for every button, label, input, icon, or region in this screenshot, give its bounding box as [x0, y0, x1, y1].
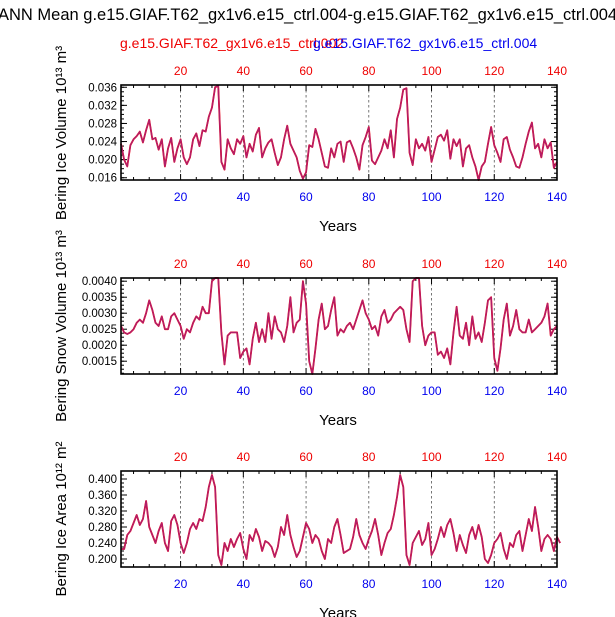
- chart3-top-tick-label-120: 120: [484, 450, 504, 464]
- chart3-y-axis-title: Bering Ice Area 10¹² m²: [53, 441, 70, 596]
- figure-title: ANN Mean g.e15.GIAF.T62_gx1v6.e15_ctrl.0…: [0, 6, 615, 24]
- chart3-top-tick-label-20: 20: [174, 450, 188, 464]
- chart2-y-tick-label-5: 0.0040: [82, 276, 117, 288]
- chart1-x-tick-label-100: 100: [422, 190, 442, 204]
- chart3-top-tick-label-100: 100: [422, 450, 442, 464]
- chart2-x-tick-label-140: 140: [547, 384, 567, 398]
- chart3-y-tick-label-0: 0.200: [88, 554, 117, 566]
- chart2-x-tick-label-20: 20: [174, 384, 188, 398]
- chart3-x-tick-label-140: 140: [547, 577, 567, 591]
- chart2-series-line-1: [120, 277, 558, 375]
- chart1-x-tick-label-140: 140: [547, 190, 567, 204]
- chart2-y-tick-label-1: 0.0020: [82, 340, 117, 352]
- chart3-top-tick-label-140: 140: [547, 450, 567, 464]
- chart1-y-tick-label-4: 0.032: [88, 100, 117, 112]
- chart3-series-line-2: [121, 474, 561, 566]
- chart1-y-tick-label-3: 0.028: [88, 118, 117, 130]
- legend-label-red: g.e15.GIAF.T62_gx1v6.e15_ctrl.002: [120, 35, 345, 51]
- chart3-x-axis-title: Years: [319, 605, 357, 617]
- chart1-plot-frame: [120, 84, 558, 181]
- chart2-top-tick-label-40: 40: [237, 257, 251, 271]
- chart1-x-tick-label-60: 60: [299, 190, 313, 204]
- chart3-top-tick-label-80: 80: [362, 450, 376, 464]
- chart1-y-tick-label-2: 0.024: [88, 137, 117, 149]
- chart1-top-tick-label-20: 20: [174, 64, 188, 78]
- chart1-top-tick-label-60: 60: [299, 64, 313, 78]
- chart1-y-axis-title: Bering Ice Volume 10¹³ m³: [53, 46, 70, 220]
- chart1-x-tick-label-20: 20: [174, 190, 188, 204]
- chart1-top-tick-label-40: 40: [237, 64, 251, 78]
- chart1-series-line-2: [120, 85, 558, 181]
- chart2-top-tick-label-80: 80: [362, 257, 376, 271]
- chart2-x-axis-title: Years: [319, 412, 357, 429]
- chart1-x-tick-label-40: 40: [237, 190, 251, 204]
- chart3-x-tick-label-60: 60: [299, 577, 313, 591]
- chart3-y-tick-label-2: 0.280: [88, 522, 117, 534]
- chart2-series-line-2: [120, 277, 558, 375]
- chart2-top-tick-label-60: 60: [299, 257, 313, 271]
- legend-label-blue: g.e15.GIAF.T62_gx1v6.e15_ctrl.004: [313, 35, 538, 51]
- chart1-y-tick-label-5: 0.036: [88, 82, 117, 94]
- chart2-y-axis-title: Bering Snow Volume 10¹³ m³: [53, 230, 70, 422]
- chart3-y-tick-label-4: 0.360: [88, 490, 117, 502]
- chart1-top-tick-label-120: 120: [484, 64, 504, 78]
- chart1-x-tick-label-120: 120: [484, 190, 504, 204]
- chart2-x-tick-label-40: 40: [237, 384, 251, 398]
- chart3-top-tick-label-40: 40: [237, 450, 251, 464]
- chart1-y-tick-label-1: 0.020: [88, 155, 117, 167]
- chart3-y-tick-label-1: 0.240: [88, 538, 117, 550]
- chart2-y-tick-label-3: 0.0030: [82, 308, 117, 320]
- chart2-x-tick-label-80: 80: [362, 384, 376, 398]
- chart1-y-tick-label-0: 0.016: [88, 173, 117, 185]
- chart1-x-tick-label-80: 80: [362, 190, 376, 204]
- chart3-y-tick-label-3: 0.320: [88, 506, 117, 518]
- chart2-x-tick-label-120: 120: [484, 384, 504, 398]
- chart3-x-tick-label-80: 80: [362, 577, 376, 591]
- chart2-y-tick-label-0: 0.0015: [82, 356, 117, 368]
- chart2-top-tick-label-120: 120: [484, 257, 504, 271]
- chart1-top-tick-label-80: 80: [362, 64, 376, 78]
- chart3-x-tick-label-120: 120: [484, 577, 504, 591]
- chart2-top-tick-label-140: 140: [547, 257, 567, 271]
- chart2-x-tick-label-60: 60: [299, 384, 313, 398]
- chart3-plot-frame: [120, 470, 558, 568]
- chart2-top-tick-label-20: 20: [174, 257, 188, 271]
- chart2-y-tick-label-4: 0.0035: [82, 292, 117, 304]
- chart1-top-tick-label-140: 140: [547, 64, 567, 78]
- chart1-x-axis-title: Years: [319, 218, 357, 235]
- chart1-top-tick-label-100: 100: [422, 64, 442, 78]
- chart3-x-tick-label-40: 40: [237, 577, 251, 591]
- chart2-x-tick-label-100: 100: [422, 384, 442, 398]
- chart2-top-tick-label-100: 100: [422, 257, 442, 271]
- chart2-plot-frame: [120, 277, 558, 375]
- chart2-y-tick-label-2: 0.0025: [82, 324, 117, 336]
- chart3-x-tick-label-100: 100: [422, 577, 442, 591]
- chart3-top-tick-label-60: 60: [299, 450, 313, 464]
- chart3-x-tick-label-20: 20: [174, 577, 188, 591]
- chart3-y-tick-label-5: 0.400: [88, 474, 117, 486]
